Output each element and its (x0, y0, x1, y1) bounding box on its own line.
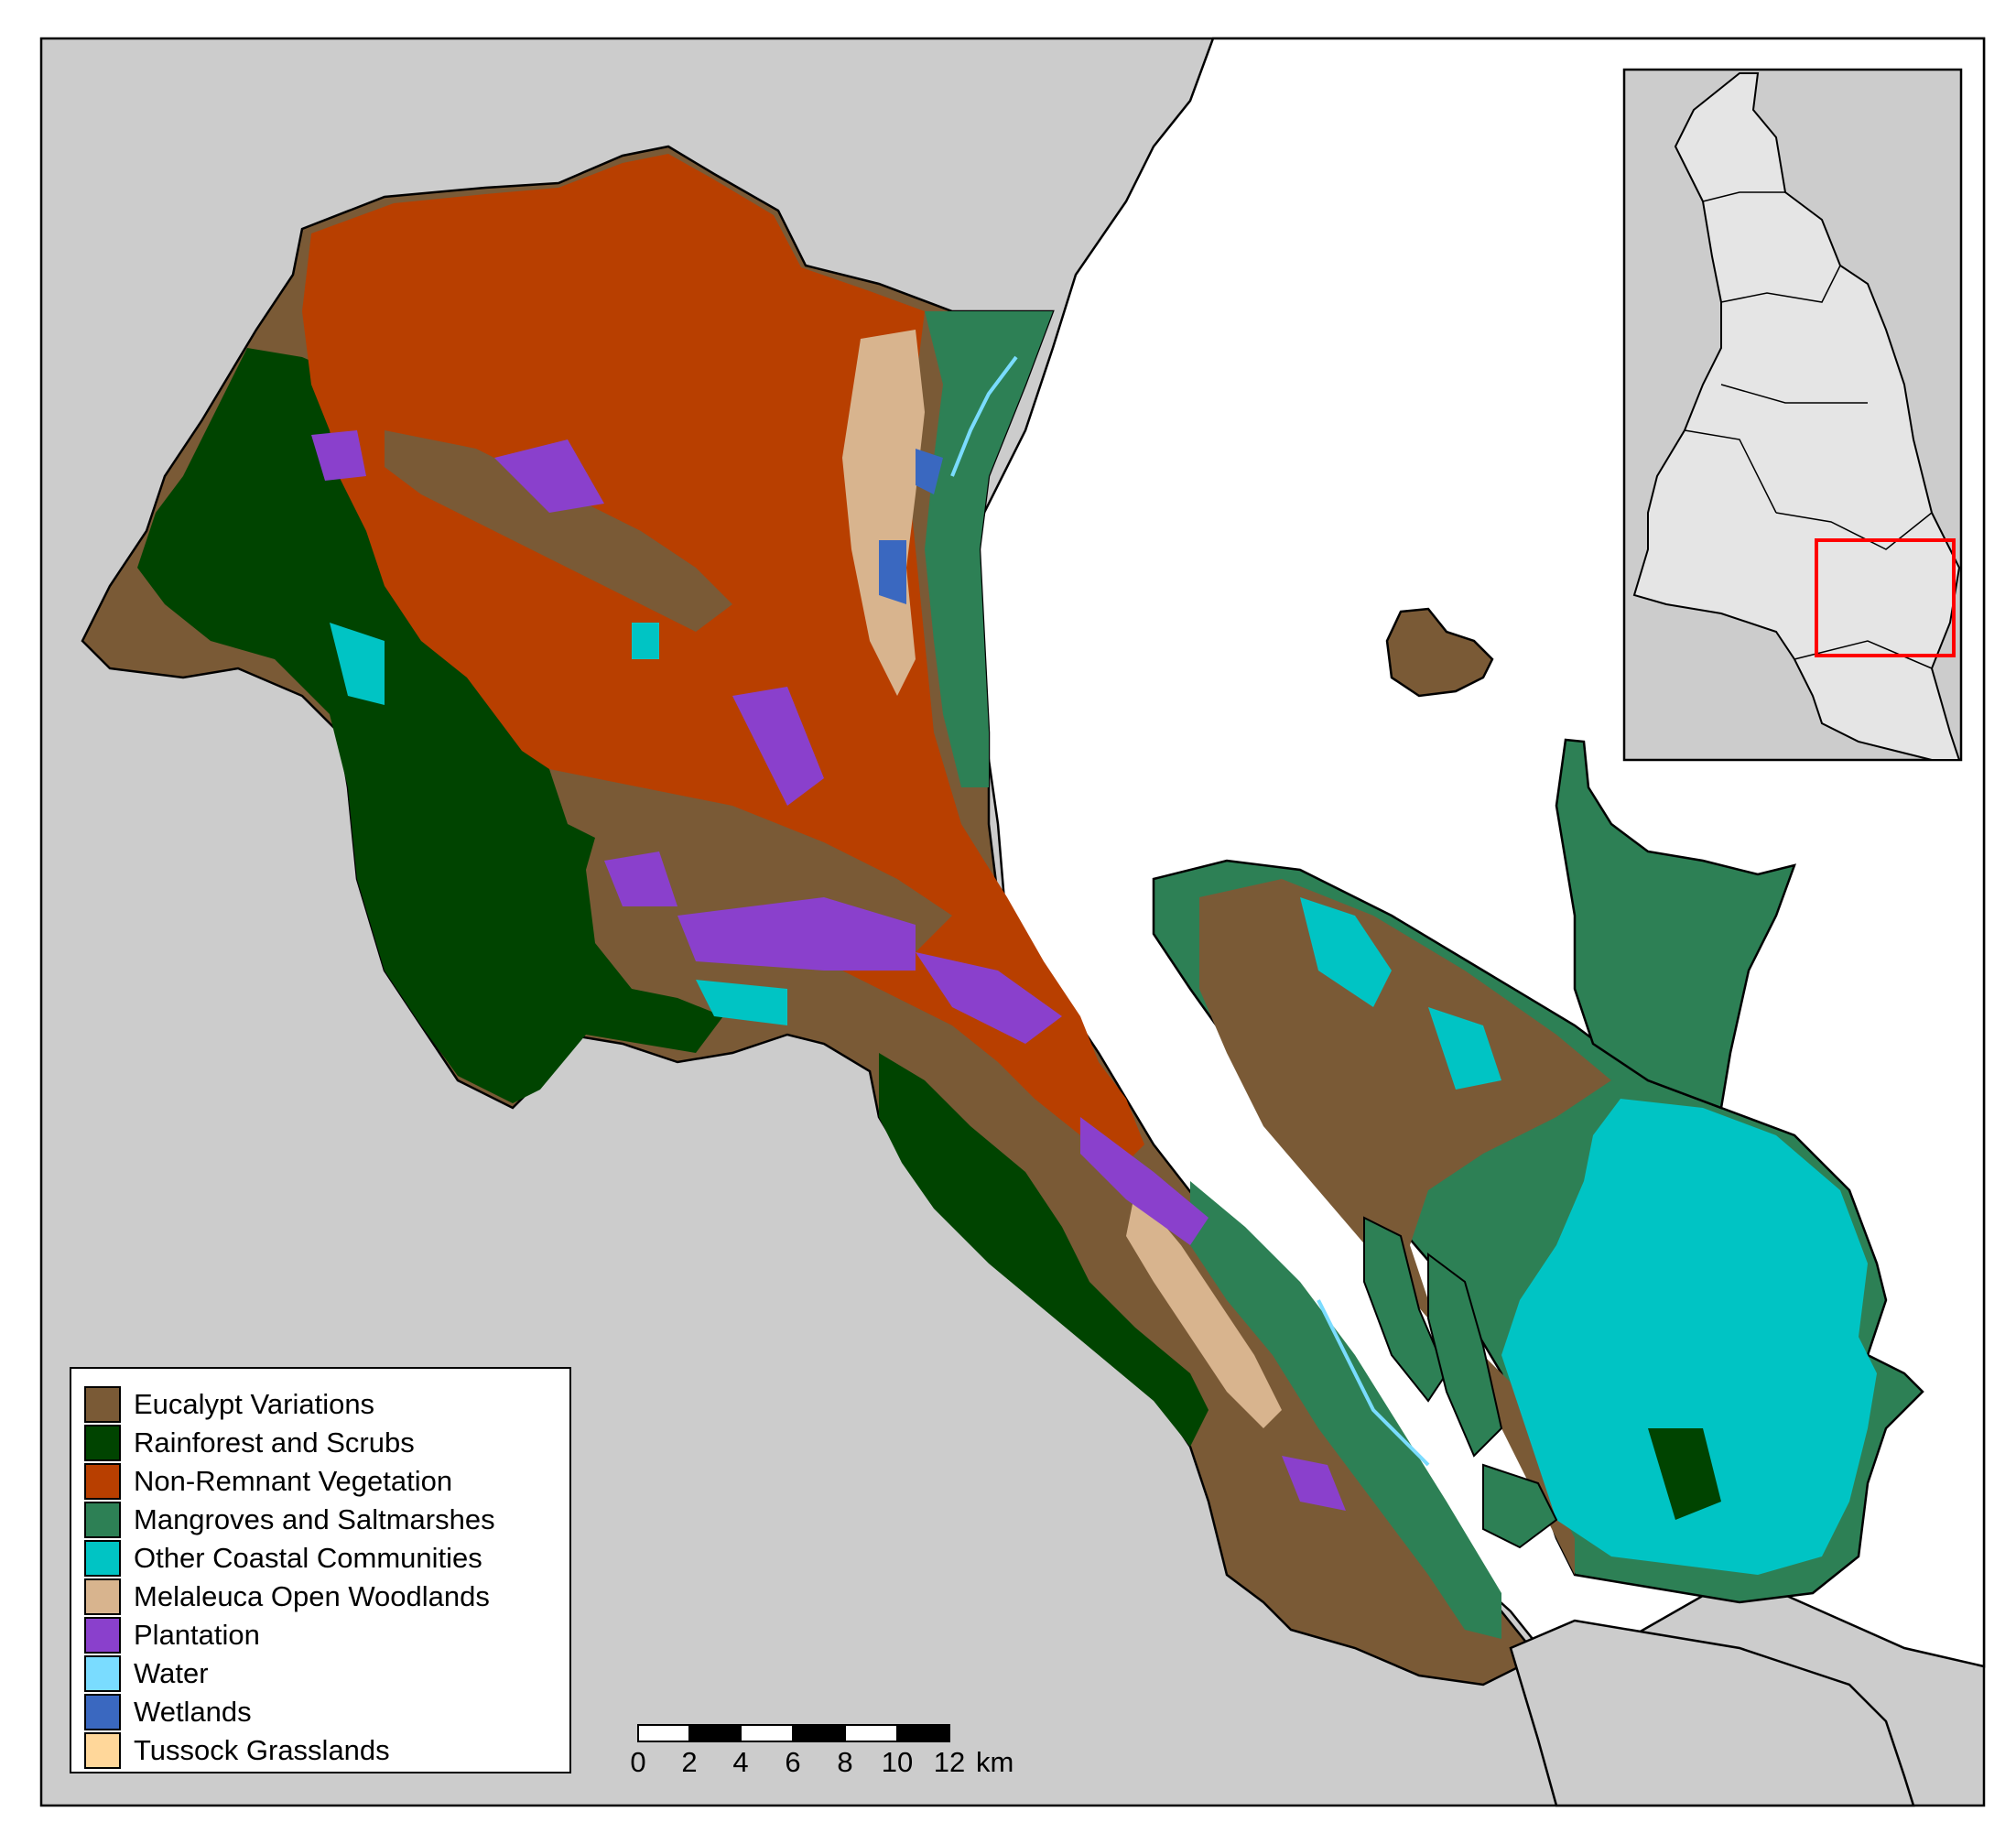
melaleuca-region-south (1126, 1190, 1282, 1428)
east-island-rainforest (1648, 1428, 1721, 1520)
river-line-north (950, 355, 1018, 477)
river-line-south (1317, 1299, 1430, 1467)
bay-island-1 (1363, 1216, 1448, 1403)
inset-catchments (1632, 72, 1961, 761)
inset-boundaries (1684, 191, 1933, 669)
plantation-patch-6 (1080, 1117, 1209, 1245)
legend-item: Eucalypt Variations (84, 1385, 374, 1424)
south-coast-land (1509, 1619, 1915, 1807)
inset-highlight-box (1815, 538, 1956, 657)
legend-label: Melaleuca Open Woodlands (134, 1580, 490, 1612)
legend-swatch (84, 1578, 121, 1615)
plantation-patch-5 (916, 952, 1062, 1044)
bay-island-2 (1427, 1253, 1503, 1458)
legend-item: Other Coastal Communities (84, 1539, 482, 1578)
legend-item: Plantation (84, 1616, 260, 1654)
small-island (1385, 607, 1494, 698)
plantation-patch-7 (311, 430, 366, 481)
legend-label: Rainforest and Scrubs (134, 1426, 415, 1459)
legend-label: Plantation (134, 1619, 260, 1651)
legend-item: Water (84, 1654, 209, 1693)
legend-swatch (84, 1617, 121, 1654)
wetland-patch-1 (879, 540, 906, 604)
legend-item: Tussock Grasslands (84, 1731, 390, 1770)
scale-bar (637, 1724, 950, 1742)
eucalypt-band-north (385, 430, 732, 632)
scale-tick-label: 10 (881, 1746, 914, 1778)
mangrove-region-south (1190, 1181, 1501, 1639)
legend-item: Non-Remnant Vegetation (84, 1462, 452, 1501)
legend-item: Rainforest and Scrubs (84, 1424, 415, 1462)
scale-tick-label: 12 (933, 1746, 966, 1778)
legend-swatch (84, 1732, 121, 1769)
map-legend: Eucalypt Variations Rainforest and Scrub… (70, 1367, 571, 1773)
scale-tick-label: 0 (630, 1746, 646, 1778)
scale-unit-label: km (976, 1746, 1014, 1778)
mangrove-region-coast (925, 311, 1053, 787)
scale-tick-label: 6 (785, 1746, 801, 1778)
legend-label: Mangroves and Saltmarshes (134, 1503, 495, 1535)
legend-swatch (84, 1463, 121, 1500)
east-island-north-arm (1555, 738, 1796, 1110)
scale-tick-label: 8 (837, 1746, 853, 1778)
plantation-patch-1 (494, 439, 604, 513)
east-island-coastal (1501, 1099, 1877, 1575)
legend-swatch (84, 1386, 121, 1423)
coastal-patch-west-1 (330, 623, 385, 705)
wetland-patch-2 (916, 449, 943, 494)
plantation-patch-8 (1282, 1456, 1346, 1511)
bay-island-3 (1482, 1463, 1558, 1549)
plantation-patch-4 (677, 897, 916, 971)
coastal-patch-west-3 (632, 623, 659, 659)
legend-label: Tussock Grasslands (134, 1734, 390, 1766)
east-island-coastal-mid (1428, 1007, 1501, 1090)
legend-swatch (84, 1540, 121, 1577)
coastal-patch-west-2 (696, 980, 787, 1025)
legend-swatch (84, 1502, 121, 1538)
plantation-patch-2 (732, 687, 824, 806)
legend-item: Mangroves and Saltmarshes (84, 1501, 495, 1539)
legend-label: Water (134, 1657, 209, 1689)
legend-label: Other Coastal Communities (134, 1542, 482, 1574)
rainforest-region-south (879, 1053, 1209, 1447)
legend-item: Wetlands (84, 1693, 252, 1731)
legend-label: Eucalypt Variations (134, 1388, 375, 1420)
legend-label: Wetlands (134, 1696, 252, 1728)
legend-swatch (84, 1425, 121, 1461)
plantation-patch-3 (604, 851, 677, 906)
legend-item: Melaleuca Open Woodlands (84, 1578, 490, 1616)
scale-tick-label: 2 (681, 1746, 698, 1778)
legend-label: Non-Remnant Vegetation (134, 1465, 453, 1497)
legend-swatch (84, 1694, 121, 1730)
scale-tick-label: 4 (732, 1746, 749, 1778)
melaleuca-region-north (842, 330, 925, 696)
east-island-coastal-north (1300, 897, 1392, 1007)
east-island-eucalypt (1199, 879, 1611, 1575)
legend-swatch (84, 1655, 121, 1692)
